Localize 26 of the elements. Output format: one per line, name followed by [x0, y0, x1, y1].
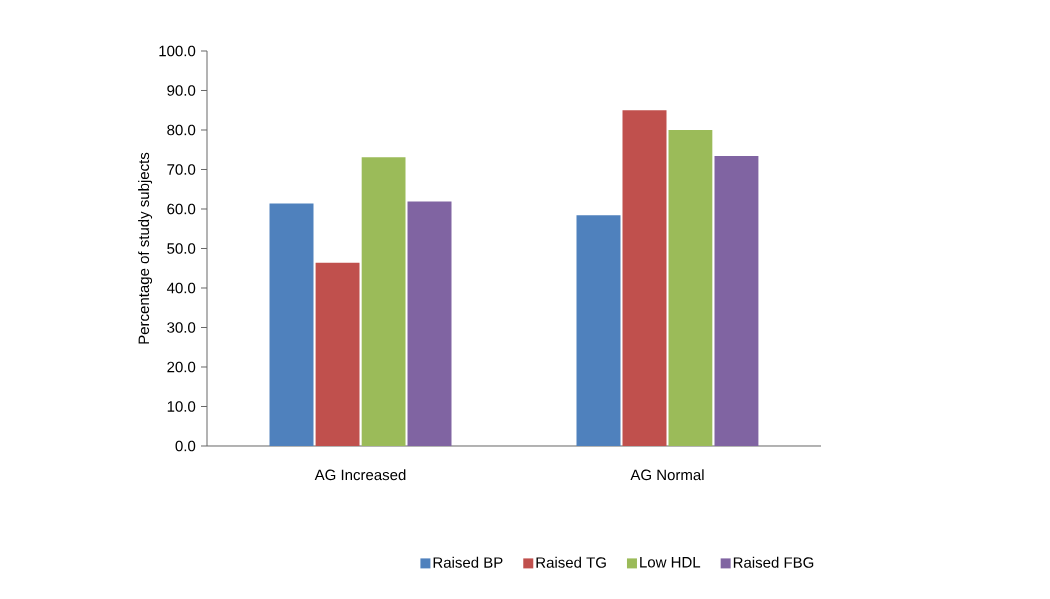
- y-tick-label: 60.0: [167, 203, 196, 215]
- y-tick-label: 70.0: [167, 164, 196, 175]
- y-tick-label: 10.0: [167, 401, 196, 412]
- x-tick-label: AG Increased: [314, 469, 406, 481]
- bar: [407, 201, 452, 446]
- bar: [576, 215, 621, 446]
- bar: [714, 156, 759, 446]
- legend-label: Raised BP: [433, 556, 503, 568]
- bar: [622, 110, 667, 446]
- y-tick-label: 40.0: [166, 282, 196, 294]
- y-axis-title: Percentage of study subjects: [138, 152, 153, 344]
- legend-label: Raised FBG: [733, 556, 814, 568]
- y-tick-label: 80.0: [167, 124, 196, 136]
- bar: [315, 262, 360, 446]
- legend-label: Low HDL: [640, 557, 701, 568]
- legend-label: Raised TG: [536, 556, 606, 568]
- bar: [269, 203, 314, 446]
- y-tick-label: 20.0: [167, 361, 196, 373]
- y-tick-label: 50.0: [167, 243, 196, 254]
- y-tick-label: 0.0: [175, 440, 196, 452]
- bar: [361, 157, 406, 446]
- y-tick-label: 100.0: [159, 45, 196, 57]
- x-tick-label: AG Normal: [630, 469, 704, 481]
- y-tick-label: 30.0: [167, 322, 196, 333]
- y-tick-label: 90.0: [167, 85, 196, 96]
- bar: [668, 129, 713, 446]
